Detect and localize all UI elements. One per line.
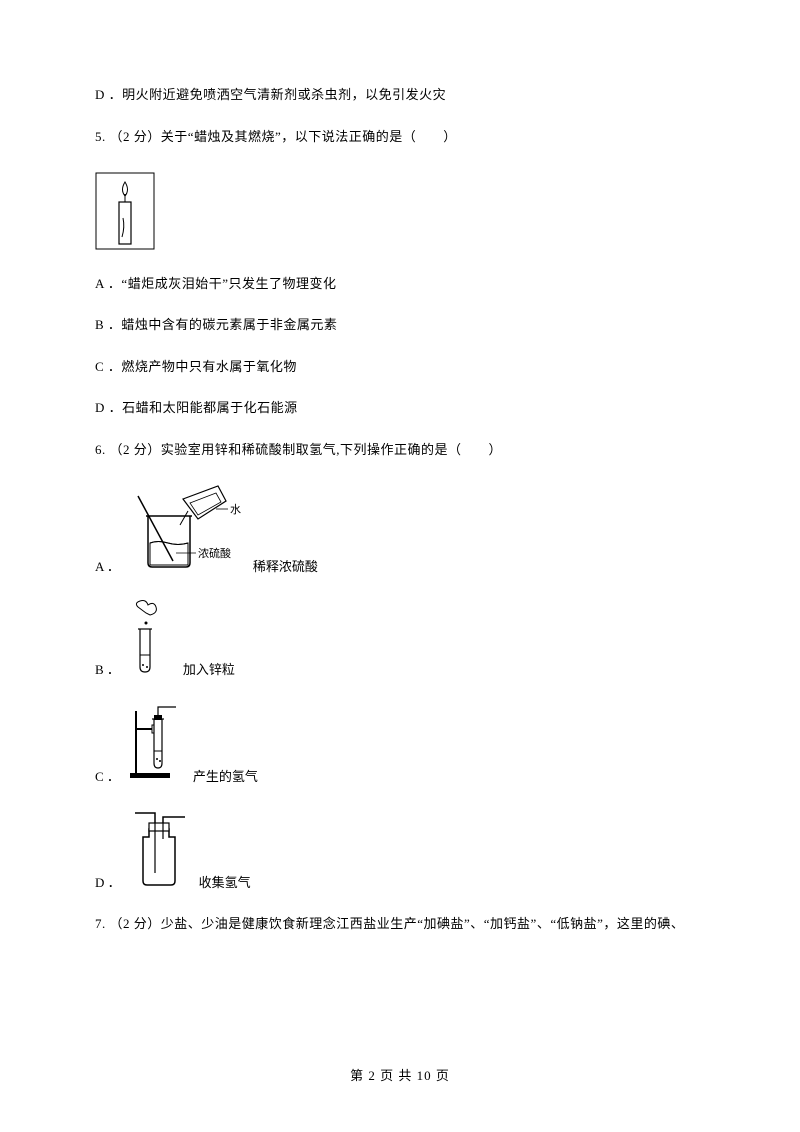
q7-stem: 7. （2 分）少盐、少油是健康饮食新理念江西盐业生产“加碘盐”、“加钙盐”、“… [95,914,705,934]
page-footer: 第 2 页 共 10 页 [0,1065,800,1084]
page-body: D ．明火附近避免喷洒空气清新剂或杀虫剂，以免引发火灾 5. （2 分）关于“蜡… [0,0,800,934]
q5-option-b: B ．蜡烛中含有的碳元素属于非金属元素 [95,315,705,335]
q6-option-c: C ． 产生的氢气 [95,701,705,787]
q5-option-d: D ．石蜡和太阳能都属于化石能源 [95,398,705,418]
svg-text:水: 水 [230,503,241,516]
q6-option-d: D ． 收集氢气 [95,809,705,893]
q5-option-c: C ．燃烧产物中只有水属于氧化物 [95,357,705,377]
q6-a-text: 稀释浓硫酸 [253,557,318,577]
q6-b-label: B ． [95,660,120,680]
q6-d-label: D ． [95,873,121,893]
q6-d-text: 收集氢气 [199,873,251,893]
q6-option-a: A ． 水 浓硫酸 稀释浓硫酸 [95,481,705,577]
q5-stem: 5. （2 分）关于“蜡烛及其燃烧”，以下说法正确的是（ ） [95,127,705,147]
candle-figure [95,172,155,256]
svg-text:浓硫酸: 浓硫酸 [198,546,231,560]
q4-option-d: D ．明火附近避免喷洒空气清新剂或杀虫剂，以免引发火灾 [95,85,705,105]
q6-b-text: 加入锌粒 [183,660,235,680]
q6-stem: 6. （2 分）实验室用锌和稀硫酸制取氢气,下列操作正确的是（ ） [95,440,705,460]
beaker-pour-icon: 水 浓硫酸 [128,481,243,577]
q6-c-label: C ． [95,767,120,787]
q6-option-b: B ． 加入锌粒 [95,599,705,680]
stand-tube-icon [128,701,183,787]
tube-hand-icon [128,599,173,680]
gas-bottle-icon [129,809,189,893]
q5-option-a: A ．“蜡炬成灰泪始干”只发生了物理变化 [95,274,705,294]
q6-a-label: A ． [95,557,120,577]
q6-c-text: 产生的氢气 [193,767,258,787]
